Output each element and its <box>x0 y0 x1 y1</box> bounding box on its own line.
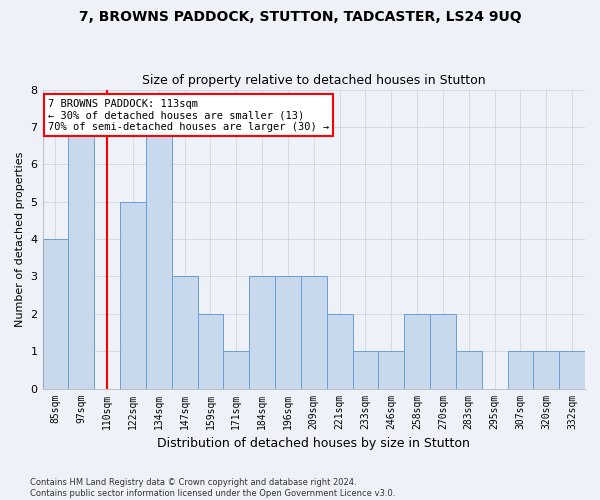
Bar <box>172 276 197 388</box>
Bar <box>559 351 585 389</box>
Y-axis label: Number of detached properties: Number of detached properties <box>15 152 25 326</box>
Bar <box>301 276 326 388</box>
Bar <box>249 276 275 388</box>
Bar <box>379 351 404 389</box>
Bar <box>456 351 482 389</box>
Text: Contains HM Land Registry data © Crown copyright and database right 2024.
Contai: Contains HM Land Registry data © Crown c… <box>30 478 395 498</box>
Bar <box>146 127 172 388</box>
Bar <box>68 127 94 388</box>
Bar <box>197 314 223 388</box>
Bar <box>43 239 68 388</box>
Bar <box>353 351 379 389</box>
Bar <box>326 314 353 388</box>
Bar <box>223 351 249 389</box>
Text: 7, BROWNS PADDOCK, STUTTON, TADCASTER, LS24 9UQ: 7, BROWNS PADDOCK, STUTTON, TADCASTER, L… <box>79 10 521 24</box>
Bar <box>533 351 559 389</box>
Bar <box>404 314 430 388</box>
Bar <box>275 276 301 388</box>
X-axis label: Distribution of detached houses by size in Stutton: Distribution of detached houses by size … <box>157 437 470 450</box>
Text: 7 BROWNS PADDOCK: 113sqm
← 30% of detached houses are smaller (13)
70% of semi-d: 7 BROWNS PADDOCK: 113sqm ← 30% of detach… <box>48 98 329 132</box>
Bar <box>430 314 456 388</box>
Bar <box>120 202 146 388</box>
Title: Size of property relative to detached houses in Stutton: Size of property relative to detached ho… <box>142 74 485 87</box>
Bar <box>508 351 533 389</box>
